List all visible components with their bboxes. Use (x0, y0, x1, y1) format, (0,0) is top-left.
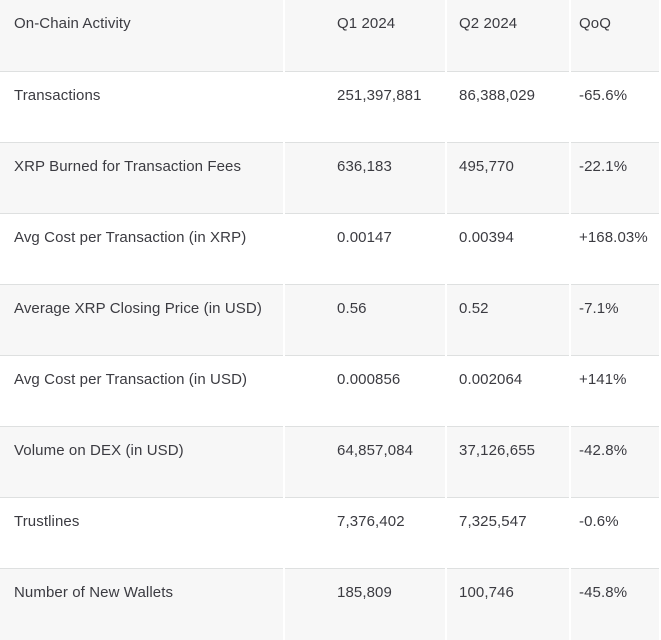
q1-value: 0.000856 (285, 355, 445, 426)
q2-value: 495,770 (447, 142, 569, 213)
qoq-value: -22.1% (571, 142, 659, 213)
metric-name: Trustlines (0, 497, 283, 568)
metric-name: Avg Cost per Transaction (in XRP) (0, 213, 283, 284)
row-average-xrp-closing-price-usd: Average XRP Closing Price (in USD) 0.56 … (0, 284, 659, 355)
q1-value: 7,376,402 (285, 497, 445, 568)
metric-name: Average XRP Closing Price (in USD) (0, 284, 283, 355)
row-transactions: Transactions 251,397,881 86,388,029 -65.… (0, 71, 659, 142)
q2-value: 0.00394 (447, 213, 569, 284)
q2-value: 100,746 (447, 568, 569, 640)
q2-value: 37,126,655 (447, 426, 569, 497)
row-avg-cost-per-transaction-xrp: Avg Cost per Transaction (in XRP) 0.0014… (0, 213, 659, 284)
row-volume-on-dex-usd: Volume on DEX (in USD) 64,857,084 37,126… (0, 426, 659, 497)
q1-value: 0.00147 (285, 213, 445, 284)
qoq-value: -7.1% (571, 284, 659, 355)
metric-name: Number of New Wallets (0, 568, 283, 640)
table-header-row: On-Chain Activity Q1 2024 Q2 2024 QoQ (0, 0, 659, 71)
qoq-value: -42.8% (571, 426, 659, 497)
q2-value: 7,325,547 (447, 497, 569, 568)
metric-name: Transactions (0, 71, 283, 142)
qoq-value: +168.03% (571, 213, 659, 284)
qoq-value: -45.8% (571, 568, 659, 640)
row-xrp-burned-for-transaction-fees: XRP Burned for Transaction Fees 636,183 … (0, 142, 659, 213)
q1-value: 64,857,084 (285, 426, 445, 497)
metric-name: Avg Cost per Transaction (in USD) (0, 355, 283, 426)
metric-name: XRP Burned for Transaction Fees (0, 142, 283, 213)
q2-value: 0.002064 (447, 355, 569, 426)
q2-value: 86,388,029 (447, 71, 569, 142)
row-trustlines: Trustlines 7,376,402 7,325,547 -0.6% (0, 497, 659, 568)
metric-name: Volume on DEX (in USD) (0, 426, 283, 497)
q1-value: 251,397,881 (285, 71, 445, 142)
column-header-q1-2024: Q1 2024 (285, 0, 445, 71)
row-number-of-new-wallets: Number of New Wallets 185,809 100,746 -4… (0, 568, 659, 640)
column-header-on-chain-activity: On-Chain Activity (0, 0, 283, 71)
column-header-q2-2024: Q2 2024 (447, 0, 569, 71)
qoq-value: -0.6% (571, 497, 659, 568)
q1-value: 0.56 (285, 284, 445, 355)
q2-value: 0.52 (447, 284, 569, 355)
q1-value: 185,809 (285, 568, 445, 640)
qoq-value: -65.6% (571, 71, 659, 142)
qoq-value: +141% (571, 355, 659, 426)
q1-value: 636,183 (285, 142, 445, 213)
row-avg-cost-per-transaction-usd: Avg Cost per Transaction (in USD) 0.0008… (0, 355, 659, 426)
column-header-qoq: QoQ (571, 0, 659, 71)
